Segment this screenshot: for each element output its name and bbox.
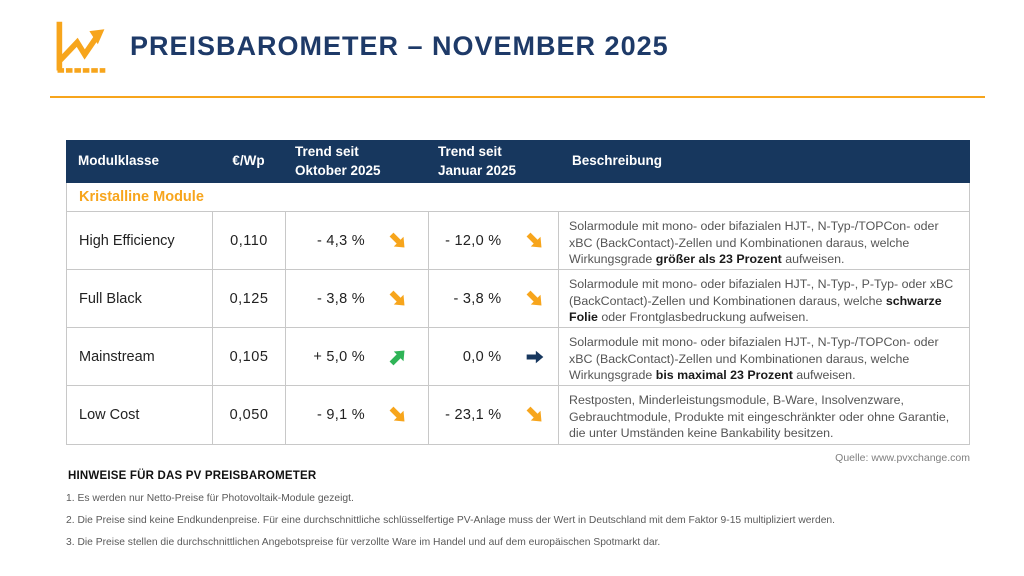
cell-beschreibung: Solarmodule mit mono- oder bifazialen HJ…: [569, 277, 954, 324]
table-row: Mainstream 0,105 + 5,0 % 0,0 % Solarmodu…: [67, 328, 969, 386]
trend-value: - 4,3 %: [316, 232, 365, 249]
trend-arrow-icon: [524, 288, 546, 310]
column-header-modulklasse: Modulklasse: [78, 153, 160, 169]
cell-modulklasse: Low Cost: [67, 386, 213, 444]
trend-arrow-icon: [524, 346, 546, 368]
cell-trend-januar: - 12,0 %: [429, 212, 559, 269]
trend-arrow-icon: [524, 404, 546, 426]
price-table: Modulklasse €/Wp Trend seit Oktober 2025…: [66, 140, 970, 445]
cell-trend-oktober: - 9,1 %: [286, 386, 429, 444]
note-item: 1. Es werden nur Netto-Preise für Photov…: [66, 493, 354, 504]
cell-price: 0,125: [213, 270, 286, 327]
cell-beschreibung: Restposten, Minderleistungsmodule, B-War…: [569, 393, 950, 440]
trend-value: - 3,8 %: [453, 290, 502, 307]
page-title: PREISBAROMETER – NOVEMBER 2025: [130, 31, 669, 61]
note-item: 3. Die Preise stellen die durchschnittli…: [66, 537, 661, 548]
header-divider: [50, 96, 985, 98]
column-header-trend-januar: Trend seit Januar 2025: [438, 144, 517, 178]
column-header-trend-oktober: Trend seit Oktober 2025: [295, 144, 381, 178]
line-chart-logo-icon: [50, 16, 110, 78]
cell-trend-januar: - 23,1 %: [429, 386, 559, 444]
note-item: 2. Die Preise sind keine Endkundenpreise…: [66, 515, 836, 526]
cell-beschreibung: Solarmodule mit mono- oder bifazialen HJ…: [569, 335, 939, 382]
table-row: High Efficiency 0,110 - 4,3 % - 12,0 % S…: [67, 212, 969, 270]
trend-arrow-icon: [387, 404, 409, 426]
source-link[interactable]: Quelle: www.pvxchange.com: [835, 452, 970, 464]
cell-price: 0,050: [213, 386, 286, 444]
trend-arrow-icon: [387, 288, 409, 310]
table-row: Low Cost 0,050 - 9,1 % - 23,1 % Restpost…: [67, 386, 969, 444]
table-body: Kristalline Module High Efficiency 0,110…: [66, 183, 970, 445]
cell-trend-oktober: - 3,8 %: [286, 270, 429, 327]
cell-trend-januar: 0,0 %: [429, 328, 559, 385]
cell-beschreibung: Solarmodule mit mono- oder bifazialen HJ…: [569, 219, 939, 266]
cell-modulklasse: Full Black: [67, 270, 213, 327]
trend-value: - 12,0 %: [445, 232, 502, 249]
cell-trend-januar: - 3,8 %: [429, 270, 559, 327]
trend-arrow-icon: [524, 230, 546, 252]
group-label-kristalline-module: Kristalline Module: [67, 183, 969, 212]
column-header-beschreibung: Beschreibung: [572, 153, 663, 169]
cell-price: 0,105: [213, 328, 286, 385]
trend-value: + 5,0 %: [313, 348, 365, 365]
trend-value: - 9,1 %: [316, 407, 365, 423]
cell-modulklasse: Mainstream: [67, 328, 213, 385]
cell-modulklasse: High Efficiency: [67, 212, 213, 269]
notes-heading: HINWEISE FÜR DAS PV PREISBAROMETER: [68, 470, 317, 482]
trend-value: - 23,1 %: [445, 407, 502, 423]
column-header-price: €/Wp: [232, 153, 265, 169]
cell-price: 0,110: [213, 212, 286, 269]
trend-value: - 3,8 %: [316, 290, 365, 307]
table-row: Full Black 0,125 - 3,8 % - 3,8 % Solarmo…: [67, 270, 969, 328]
trend-arrow-icon: [387, 230, 409, 252]
cell-trend-oktober: - 4,3 %: [286, 212, 429, 269]
trend-value: 0,0 %: [462, 348, 502, 365]
table-header-row: Modulklasse €/Wp Trend seit Oktober 2025…: [66, 140, 970, 183]
cell-trend-oktober: + 5,0 %: [286, 328, 429, 385]
trend-arrow-icon: [387, 346, 409, 368]
